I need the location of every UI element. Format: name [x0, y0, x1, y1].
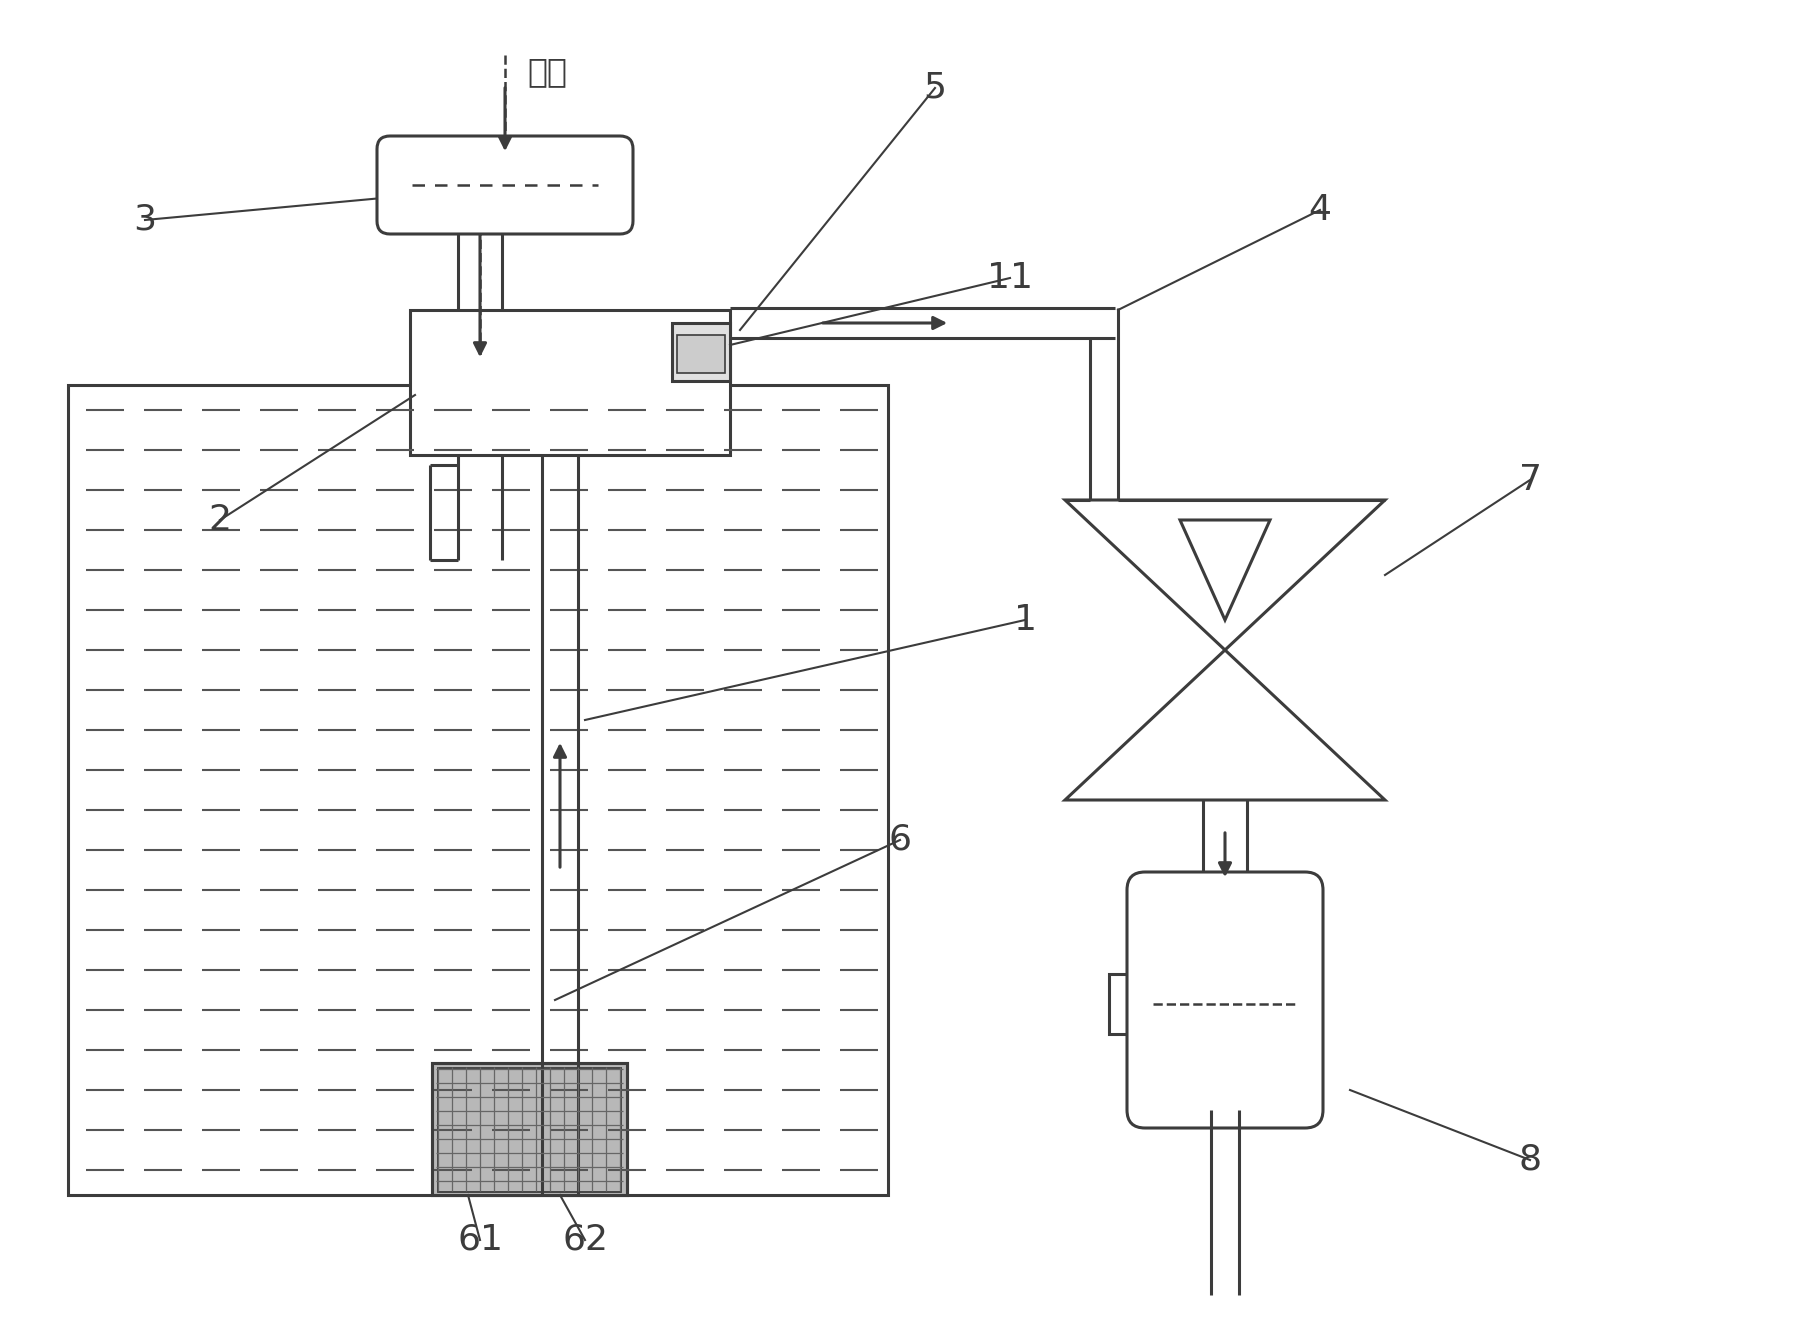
- Text: 7: 7: [1518, 463, 1541, 497]
- Text: 61: 61: [457, 1224, 502, 1257]
- Bar: [673, 323, 730, 380]
- Text: 8: 8: [1518, 1142, 1541, 1177]
- Bar: [1109, 975, 1145, 1035]
- Bar: [432, 1063, 626, 1194]
- Bar: [438, 1068, 621, 1192]
- Bar: [432, 1063, 626, 1194]
- Text: 1: 1: [1014, 602, 1037, 637]
- Text: 4: 4: [1308, 193, 1331, 227]
- Text: 空气: 空气: [527, 56, 567, 89]
- Text: 3: 3: [133, 203, 156, 237]
- Bar: [411, 310, 730, 455]
- Bar: [68, 384, 888, 1194]
- Text: 62: 62: [562, 1224, 608, 1257]
- FancyBboxPatch shape: [1127, 872, 1322, 1128]
- Text: 6: 6: [888, 823, 911, 857]
- Text: 11: 11: [987, 261, 1033, 295]
- FancyBboxPatch shape: [377, 136, 633, 234]
- Text: 2: 2: [208, 503, 231, 537]
- Bar: [676, 335, 725, 372]
- Text: 5: 5: [924, 70, 947, 105]
